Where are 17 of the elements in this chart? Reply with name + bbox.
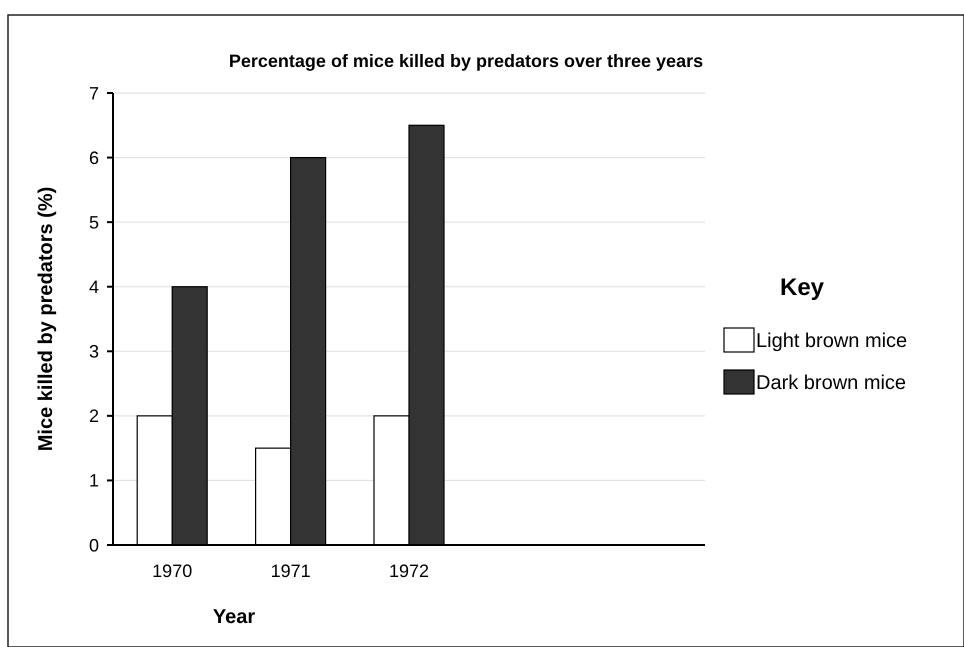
y-tick-label: 0 — [88, 535, 99, 556]
x-tick-label: 1972 — [388, 561, 430, 581]
x-tick-label: 1970 — [152, 561, 192, 581]
y-tick-label: 1 — [88, 470, 99, 491]
y-tick-label: 2 — [88, 406, 99, 426]
legend-title: Key — [780, 274, 825, 301]
y-tick-label: 5 — [88, 212, 99, 232]
y-tick-label: 7 — [88, 83, 99, 104]
y-tick-label: 4 — [88, 277, 99, 298]
chart-title: Percentage of mice killed by predators over three years — [228, 51, 704, 71]
x-axis-title: Year — [212, 606, 256, 628]
x-tick-label: 1971 — [270, 561, 311, 581]
y-tick-label: 6 — [88, 148, 99, 168]
y-tick-label: 3 — [88, 342, 99, 362]
legend-label: Light brown mice — [756, 330, 908, 352]
y-axis-title: Mice killed by predators (%) — [35, 186, 57, 452]
legend-label: Dark brown mice — [756, 372, 906, 394]
